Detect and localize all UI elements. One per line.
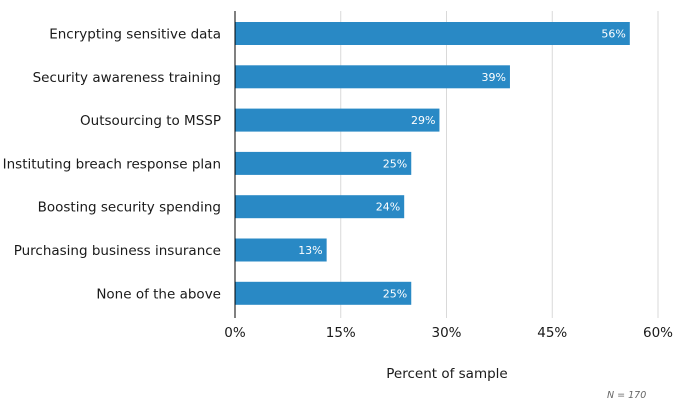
bars: 56% 39% 29% 25% 24% 13% 25% <box>235 22 630 305</box>
data-label: 25% <box>383 157 407 170</box>
x-tick-label: 15% <box>326 325 356 341</box>
data-label: 56% <box>601 28 625 41</box>
data-label: 39% <box>481 71 505 84</box>
x-tick-label: 30% <box>431 325 461 341</box>
data-label: 13% <box>298 244 322 257</box>
category-label: None of the above <box>96 286 221 302</box>
sample-size-note: N = 170 <box>607 390 646 401</box>
category-label: Encrypting sensitive data <box>49 27 221 43</box>
data-label: 24% <box>376 201 400 214</box>
x-tick-label: 60% <box>643 325 673 341</box>
data-label: 29% <box>411 114 435 127</box>
bar <box>235 65 510 89</box>
category-label: Purchasing business insurance <box>14 243 221 259</box>
category-label: Security awareness training <box>33 70 221 86</box>
category-label: Outsourcing to MSSP <box>80 113 221 129</box>
tick-labels: 0% 15% 30% 45% 60% <box>224 325 673 341</box>
category-labels: Encrypting sensitive data Security awaren… <box>3 27 221 303</box>
bar <box>235 22 630 45</box>
bar <box>235 108 440 132</box>
x-tick-label: 0% <box>224 325 246 341</box>
bar <box>235 281 412 305</box>
bar <box>235 151 412 175</box>
x-axis-title: Percent of sample <box>386 366 507 382</box>
data-label: 25% <box>383 287 407 300</box>
bar <box>235 195 405 219</box>
bar <box>235 238 327 262</box>
x-tick-label: 45% <box>537 325 567 341</box>
category-label: Boosting security spending <box>38 200 221 216</box>
category-label: Instituting breach response plan <box>3 156 221 172</box>
